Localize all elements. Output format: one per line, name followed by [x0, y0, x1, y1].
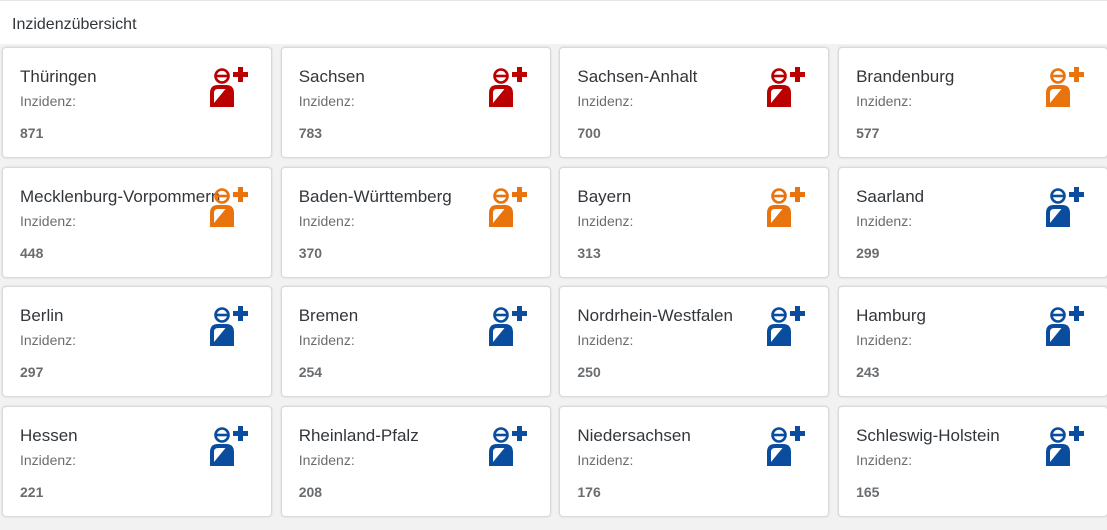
- tile-grid: Thüringen Inzidenz: 871 Sachsen Inzidenz…: [2, 47, 1107, 517]
- state-tile-6[interactable]: Baden-Württemberg Inzidenz: 370: [280, 166, 551, 278]
- person-medical-icon: [207, 304, 255, 352]
- tile-subtitle: Inzidenz:: [298, 212, 355, 229]
- tile-value: 370: [298, 244, 323, 261]
- state-tile-5[interactable]: Mecklenburg-Vorpommern Inzidenz: 448: [2, 166, 272, 278]
- state-tile-4[interactable]: Brandenburg Inzidenz: 577: [838, 47, 1107, 158]
- tile-title: Baden-Württemberg: [298, 186, 452, 206]
- person-medical-icon: [207, 65, 255, 113]
- state-tile-9[interactable]: Berlin Inzidenz: 297: [2, 286, 272, 397]
- tile-value: 243: [856, 364, 880, 380]
- tile-title: Berlin: [20, 306, 64, 325]
- tile-title: Sachsen: [298, 67, 365, 86]
- tile-subtitle: Inzidenz:: [298, 93, 355, 109]
- person-medical-icon: [1043, 65, 1091, 113]
- person-medical-icon: [764, 424, 812, 472]
- person-medical-icon: [1043, 185, 1091, 233]
- tile-subtitle: Inzidenz:: [20, 332, 77, 348]
- state-tile-11[interactable]: Nordrhein-Westfalen Inzidenz: 250: [559, 286, 830, 397]
- tile-value: 176: [577, 483, 601, 500]
- tile-title: Brandenburg: [856, 67, 955, 86]
- tile-subtitle: Inzidenz:: [20, 93, 77, 109]
- tile-subtitle: Inzidenz:: [856, 332, 913, 348]
- person-medical-icon: [486, 304, 534, 352]
- page-title: Inzidenzübersicht: [12, 16, 137, 33]
- tile-subtitle: Inzidenz:: [856, 93, 913, 109]
- tile-value: 700: [577, 125, 601, 141]
- tile-title: Sachsen-Anhalt: [577, 67, 698, 86]
- tile-value: 448: [20, 244, 44, 261]
- tile-value: 313: [577, 244, 601, 261]
- tile-title: Saarland: [856, 186, 925, 206]
- tile-value: 254: [298, 364, 323, 380]
- tile-subtitle: Inzidenz:: [298, 332, 355, 348]
- tile-title: Hamburg: [856, 306, 926, 325]
- tile-subtitle: Inzidenz:: [298, 451, 355, 468]
- state-tile-1[interactable]: Thüringen Inzidenz: 871: [2, 47, 272, 158]
- tile-title: Nordrhein-Westfalen: [577, 306, 733, 325]
- tile-subtitle: Inzidenz:: [20, 451, 77, 468]
- tile-subtitle: Inzidenz:: [20, 212, 77, 229]
- state-tile-16[interactable]: Schleswig-Holstein Inzidenz: 165: [838, 405, 1107, 517]
- tile-title: Mecklenburg-Vorpommern: [20, 186, 221, 206]
- tile-value: 871: [20, 125, 44, 141]
- tile-value: 297: [20, 364, 44, 380]
- state-tile-12[interactable]: Hamburg Inzidenz: 243: [838, 286, 1107, 397]
- tile-value: 783: [298, 125, 323, 141]
- tile-subtitle: Inzidenz:: [856, 212, 913, 229]
- tile-subtitle: Inzidenz:: [577, 332, 634, 348]
- tile-subtitle: Inzidenz:: [577, 451, 634, 468]
- tile-title: Thüringen: [20, 67, 97, 86]
- tile-title: Bayern: [577, 186, 632, 206]
- person-medical-icon: [486, 424, 534, 472]
- tile-title: Rheinland-Pfalz: [298, 425, 419, 445]
- state-tile-14[interactable]: Rheinland-Pfalz Inzidenz: 208: [280, 405, 551, 517]
- person-medical-icon: [207, 185, 255, 233]
- person-medical-icon: [1043, 424, 1091, 472]
- person-medical-icon: [1043, 304, 1091, 352]
- tile-title: Hessen: [20, 425, 78, 445]
- state-tile-7[interactable]: Bayern Inzidenz: 313: [559, 166, 830, 278]
- state-tile-3[interactable]: Sachsen-Anhalt Inzidenz: 700: [559, 47, 830, 158]
- tile-value: 577: [856, 125, 880, 141]
- tile-title: Niedersachsen: [577, 425, 691, 445]
- tile-value: 221: [20, 483, 44, 500]
- tile-value: 299: [856, 244, 880, 261]
- state-tile-8[interactable]: Saarland Inzidenz: 299: [838, 166, 1107, 278]
- state-tile-13[interactable]: Hessen Inzidenz: 221: [2, 405, 272, 517]
- tile-title: Schleswig-Holstein: [856, 425, 1000, 445]
- person-medical-icon: [764, 185, 812, 233]
- tile-subtitle: Inzidenz:: [856, 451, 913, 468]
- person-medical-icon: [207, 424, 255, 472]
- tile-subtitle: Inzidenz:: [577, 212, 634, 229]
- state-tile-15[interactable]: Niedersachsen Inzidenz: 176: [559, 405, 830, 517]
- state-tile-2[interactable]: Sachsen Inzidenz: 783: [280, 47, 551, 158]
- person-medical-icon: [764, 304, 812, 352]
- tile-title: Bremen: [298, 306, 359, 325]
- tile-value: 250: [577, 364, 601, 380]
- person-medical-icon: [486, 65, 534, 113]
- tile-value: 208: [298, 483, 323, 500]
- person-medical-icon: [486, 185, 534, 233]
- tile-value: 165: [856, 483, 880, 500]
- person-medical-icon: [764, 65, 812, 113]
- state-tile-10[interactable]: Bremen Inzidenz: 254: [280, 286, 551, 397]
- tile-subtitle: Inzidenz:: [577, 93, 634, 109]
- page-header: Inzidenzübersicht: [0, 0, 1107, 44]
